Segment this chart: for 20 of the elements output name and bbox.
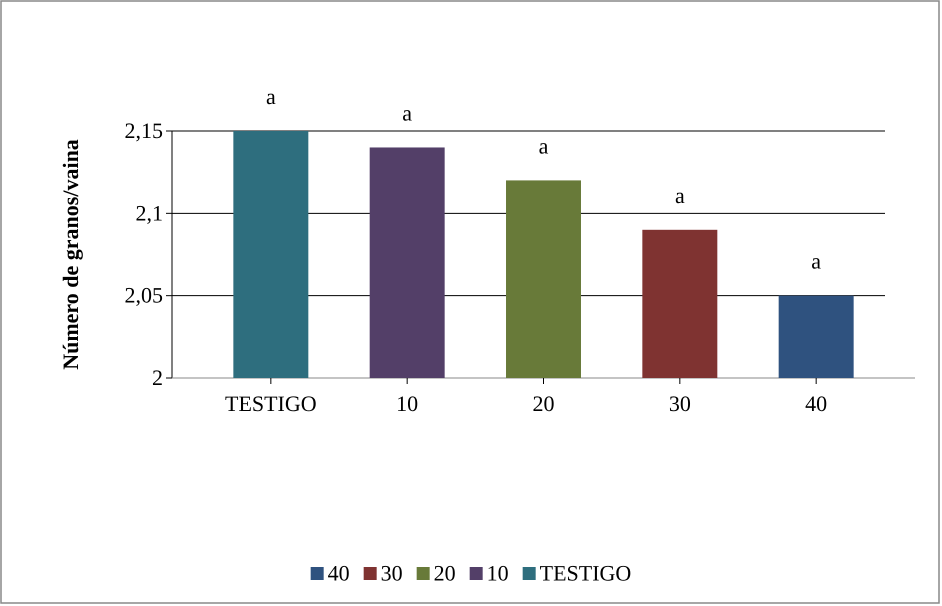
y-tick-label: 2,15 <box>124 118 163 144</box>
legend-label: 20 <box>434 560 456 586</box>
annotation: a <box>674 182 685 208</box>
x-tick-label: 10 <box>396 391 418 416</box>
x-tick-label: 20 <box>532 391 554 416</box>
legend-label: 40 <box>328 560 350 586</box>
y-tick-label: 2 <box>152 365 163 390</box>
annotation: a <box>266 84 276 109</box>
annotation: a <box>538 133 549 158</box>
x-tick-label: 40 <box>805 391 828 416</box>
y-tick-label: 2,1 <box>136 200 163 226</box>
annotation: a <box>402 100 412 126</box>
y-axis-title: Número de granos/vaina <box>58 139 83 370</box>
x-tick-label: 30 <box>668 391 691 416</box>
y-tick-label: 2,05 <box>124 282 163 308</box>
legend-label: 10 <box>486 560 509 586</box>
annotation: a <box>811 248 822 274</box>
legend-label: TESTIGO <box>540 560 632 586</box>
x-tick-label: TESTIGO <box>225 391 317 416</box>
legend-label: 30 <box>380 560 403 586</box>
